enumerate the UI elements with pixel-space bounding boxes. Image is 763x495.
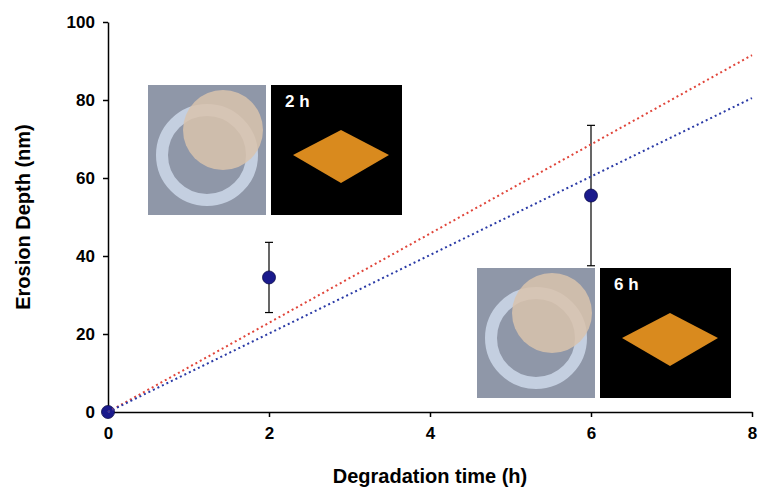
plot-area: 02468020406080100	[67, 13, 758, 443]
tick-label: 60	[76, 169, 95, 188]
tick-mark	[103, 256, 108, 258]
axis-line	[108, 23, 110, 413]
tick-mark	[103, 334, 108, 336]
tick-mark	[103, 178, 108, 180]
inset-photo	[148, 85, 266, 215]
inset-afm-surface	[622, 313, 718, 366]
tick-label: 100	[67, 13, 95, 32]
tick-mark	[430, 412, 432, 417]
x-axis: 0 2 4 6 8	[104, 412, 757, 443]
tick-label: 8	[748, 424, 757, 443]
tick-mark	[103, 100, 108, 102]
error-bar-cap	[265, 242, 273, 243]
inset-afm	[271, 85, 402, 215]
inset-photo-disc	[512, 273, 592, 353]
y-axis: 0 20 40 60 80 100	[67, 13, 109, 422]
point	[585, 189, 598, 202]
marks	[102, 55, 753, 418]
tick-mark	[752, 412, 754, 417]
chart: 024680204060801002 h6 hDegradation time …	[0, 0, 763, 495]
line	[108, 55, 752, 412]
tick: 4	[426, 412, 436, 443]
inset: 2 h	[148, 85, 402, 215]
error-bar-cap	[587, 265, 595, 266]
tick: 6	[587, 412, 596, 443]
tick-mark	[103, 22, 108, 24]
y-axis-title: Erosion Depth (nm)	[12, 124, 34, 310]
tick-label: 0	[85, 403, 94, 422]
annotation: 6 h	[614, 275, 639, 294]
tick-mark	[269, 412, 271, 417]
tick-label: 80	[76, 91, 95, 110]
inset-photo	[477, 268, 595, 398]
tick: 20	[76, 325, 108, 344]
error-bar-cap	[587, 125, 595, 126]
error-bar-cap	[265, 312, 273, 313]
inset-afm	[600, 268, 731, 398]
inset-photo-disc	[183, 90, 263, 170]
tick-label: 0	[104, 424, 113, 443]
annotation: 2 h	[285, 92, 310, 111]
tick-label: 6	[587, 424, 596, 443]
tick: 100	[67, 13, 108, 32]
x-axis-title: Degradation time (h)	[333, 465, 527, 487]
tick: 60	[76, 169, 108, 188]
tick-label: 20	[76, 325, 95, 344]
inset: 6 h	[477, 268, 731, 398]
tick: 8	[748, 412, 757, 443]
tick: 2	[265, 412, 274, 443]
inset-afm-surface	[293, 130, 389, 183]
tick: 80	[76, 91, 108, 110]
tick-mark	[591, 412, 593, 417]
point	[263, 271, 276, 284]
tick: 40	[76, 247, 108, 266]
tick-label: 4	[426, 424, 436, 443]
tick-label: 2	[265, 424, 274, 443]
tick-label: 40	[76, 247, 95, 266]
